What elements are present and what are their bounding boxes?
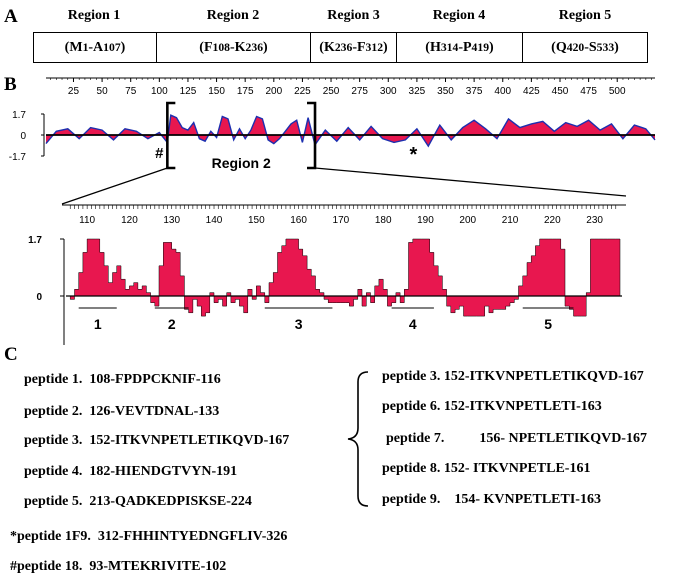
x-tick-label: 230 [586,215,603,226]
x-tick-label: 375 [466,86,483,97]
x-tick-label: 100 [151,86,168,97]
region-box-5: (Q 420 -S 533) [522,32,648,63]
x-tick-label: 190 [417,215,434,226]
x-tick-label: 110 [79,215,95,226]
marker-asterisk: * [410,144,418,166]
bracket-label: Region 2 [212,155,271,171]
y-tick-label: 0 [36,292,42,303]
region-title-1: Region 1 [67,8,121,23]
y-tick-label: -1.7 [9,152,27,163]
region-box-4: (H 314 -P 419) [396,32,523,63]
y-tick-label: 1.7 [28,235,42,246]
x-tick-label: 140 [206,215,223,226]
region2-hydrophobicity-plot: 110 120 130 140 150 160 170 180 190 200 210 220 2301… [28,204,626,345]
zoom-connector-left [61,167,168,205]
x-tick-label: 25 [68,86,80,97]
region-title-3: Region 3 [327,8,380,23]
x-tick-label: 500 [609,86,626,97]
x-tick-label: 210 [502,215,519,226]
x-tick-label: 475 [580,86,597,97]
region-title-5: Region 5 [558,8,612,23]
peptide-row: peptide 6. 152-ITKVNPETLETI-163 [382,399,602,414]
x-tick-label: 120 [121,215,138,226]
x-tick-label: 170 [333,215,350,226]
peptide-row: peptide 2. 126-VEVTDNAL-133 [24,404,220,419]
region-box-3: (K 236 -F 312) [310,32,397,63]
x-tick-label: 350 [437,86,454,97]
x-tick-label: 75 [125,86,137,97]
x-tick-label: 220 [544,215,561,226]
full-length-hydrophobicity-plot: 25 50 75 100 125 150 175 200 225 250 275 300 325 350 3… [9,77,656,205]
peptide-row: peptide 1. 108-FPDPCKNIF-116 [24,372,221,387]
peptide-segment-label: 3 [295,316,303,332]
x-tick-label: 175 [237,86,254,97]
panel-label-c: C [4,344,18,365]
footnote-peptide-1f9: *peptide 1F9. 312-FHHINTYEDNGFLIV-326 [10,529,288,544]
region-box-1: (M 1 -A 107) [33,32,157,63]
x-tick-label: 150 [248,215,265,226]
peptide-segment-label: 5 [544,316,552,332]
y-tick-label: 1.7 [12,110,26,121]
x-tick-label: 125 [180,86,197,97]
peptide-row: peptide 7. 156- NPETLETIKQVD-167 [386,431,647,446]
marker-hash: # [155,145,164,162]
peptide-row: peptide 4. 182-HIENDGTVYN-191 [24,464,238,479]
curly-brace [347,371,369,507]
footnote-peptide-18: #peptide 18. 93-MTEKRIVITE-102 [10,559,227,574]
x-tick-label: 180 [375,215,392,226]
panel-label-b: B [4,74,17,95]
peptide-segment-label: 2 [168,316,176,332]
hydrophobicity-figure: 25 50 75 100 125 150 175 200 225 250 275 300 325 350 3… [9,77,656,345]
panel-label-a: A [4,6,18,27]
bracket-right [307,101,317,170]
x-tick-label: 160 [290,215,307,226]
x-tick-label: 225 [294,86,311,97]
x-tick-label: 275 [351,86,368,97]
y-tick-label: 0 [20,131,26,142]
x-tick-label: 200 [265,86,282,97]
peptide-row: peptide 3. 152-ITKVNPETLETIKQVD-167 [24,433,290,448]
x-tick-label: 250 [323,86,340,97]
x-tick-label: 50 [97,86,109,97]
region-title-2: Region 2 [206,8,260,23]
x-tick-label: 300 [380,86,397,97]
peptide-segment-label: 1 [94,316,102,332]
bracket-left [166,101,176,170]
x-tick-label: 150 [208,86,225,97]
peptide-row: peptide 8. 152- ITKVNPETLE-161 [382,461,591,476]
peptide-row: peptide 9. 154- KVNPETLETI-163 [382,492,601,507]
x-tick-label: 130 [163,215,180,226]
x-tick-label: 425 [523,86,540,97]
peptide-row: peptide 3. 152-ITKVNPETLETIKQVD-167 [382,369,644,384]
x-tick-label: 325 [409,86,426,97]
peptide-segment-label: 4 [409,316,417,332]
zoom-connector-right [314,167,627,197]
x-tick-label: 200 [459,215,476,226]
x-tick-label: 450 [552,86,569,97]
peptide-row: peptide 5. 213-QADKEDPISKSE-224 [24,494,252,509]
hydrophobicity-bars [69,238,621,317]
x-tick-label: 400 [494,86,511,97]
region-title-4: Region 4 [432,8,486,23]
